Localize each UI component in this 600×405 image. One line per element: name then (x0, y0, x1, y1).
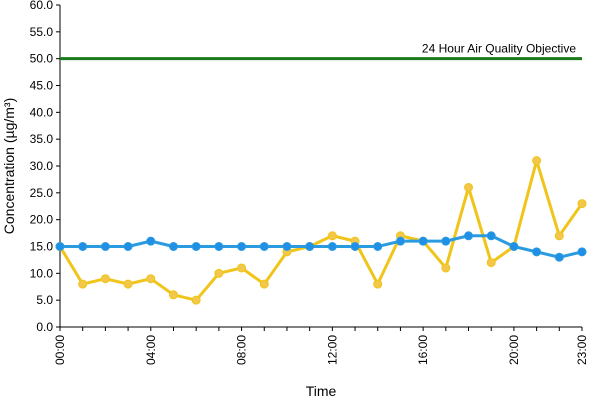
data-point (373, 279, 383, 289)
data-point (123, 279, 133, 289)
data-point (532, 156, 542, 166)
data-point (464, 182, 474, 192)
y-tick-label: 20.0 (30, 213, 54, 227)
data-point (237, 263, 247, 273)
data-point (259, 242, 269, 251)
data-point (509, 242, 519, 251)
series-1 (55, 156, 587, 305)
data-point (78, 279, 88, 289)
y-tick-label: 5.0 (36, 293, 53, 307)
series-line (58, 159, 584, 302)
data-point (282, 242, 292, 251)
series-layer (55, 156, 587, 305)
x-tick-label: 20:00 (507, 335, 521, 365)
data-point (237, 242, 247, 251)
data-point (146, 274, 156, 284)
y-tick-label: 40.0 (30, 105, 54, 119)
data-point (78, 242, 88, 251)
data-point (486, 231, 496, 241)
data-point (168, 242, 178, 251)
data-point (305, 242, 315, 251)
data-point (577, 247, 587, 257)
data-point (168, 290, 178, 300)
data-point (395, 236, 405, 246)
y-tick-label: 55.0 (30, 25, 54, 39)
data-point (100, 242, 110, 251)
x-tick-label: 04:00 (144, 335, 158, 365)
data-point (123, 242, 133, 251)
x-axis-ticks: 00:00 04:00 08:00 12:00 16:00 20:00 23:00 (53, 327, 589, 365)
data-point (55, 242, 65, 251)
data-point (214, 268, 224, 278)
y-tick-label: 45.0 (30, 79, 54, 93)
data-point (259, 279, 269, 289)
data-point (350, 242, 360, 251)
y-tick-label: 0.0 (36, 320, 53, 334)
data-point (554, 231, 564, 241)
data-point (418, 236, 428, 246)
data-point (373, 242, 383, 251)
data-point (191, 295, 201, 305)
data-point (577, 199, 587, 209)
data-point (486, 258, 496, 268)
data-point (214, 242, 224, 251)
data-point (554, 252, 564, 262)
x-tick-label: 08:00 (235, 335, 249, 365)
data-point (441, 236, 451, 246)
data-point (100, 274, 110, 284)
x-tick-label: 16:00 (416, 335, 430, 365)
data-point (191, 242, 201, 251)
y-tick-label: 50.0 (30, 52, 54, 66)
y-tick-label: 10.0 (30, 266, 54, 280)
x-tick-label: 12:00 (325, 335, 339, 365)
data-point (327, 242, 337, 251)
x-tick-label: 00:00 (53, 335, 67, 365)
reference-line-label: 24 Hour Air Quality Objective (422, 42, 576, 56)
y-axis-ticks: 0.0 5.0 10.0 15.0 20.0 25.0 30.0 35.0 40.0 45.0 50… (30, 0, 60, 334)
series-2 (55, 231, 587, 262)
y-tick-label: 35.0 (30, 132, 54, 146)
data-point (464, 231, 474, 241)
data-point (532, 247, 542, 257)
y-axis-title: Concentration (µg/m³) (1, 98, 17, 234)
data-point (327, 231, 337, 241)
data-point (441, 263, 451, 273)
y-tick-label: 30.0 (30, 159, 54, 173)
data-point (146, 236, 156, 246)
x-tick-label: 23:00 (575, 335, 589, 365)
y-tick-label: 25.0 (30, 186, 54, 200)
y-tick-label: 15.0 (30, 240, 54, 254)
y-tick-label: 60.0 (30, 0, 54, 12)
x-axis-title: Time (306, 383, 337, 399)
